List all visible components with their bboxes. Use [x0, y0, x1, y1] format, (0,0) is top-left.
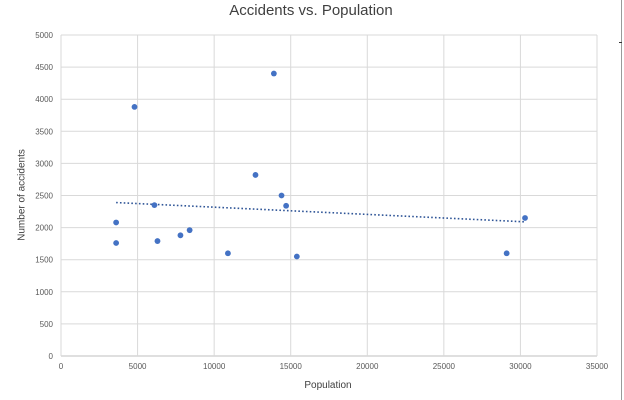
window-edge-divider: [621, 0, 622, 400]
data-point: [293, 253, 300, 260]
y-axis-label: Number of accidents: [16, 149, 28, 241]
x-tick-label: 5000: [129, 362, 147, 371]
trendline: [116, 201, 526, 223]
y-tick-label: 500: [40, 320, 54, 329]
data-point: [270, 70, 277, 77]
data-point: [278, 192, 285, 199]
data-point: [186, 227, 193, 234]
data-point: [252, 172, 259, 178]
data-point: [131, 104, 138, 110]
x-tick-label: 25000: [433, 362, 456, 371]
y-tick-label: 4000: [35, 95, 53, 104]
x-tick-label: 15000: [280, 362, 303, 371]
y-tick-label: 1000: [35, 288, 53, 297]
x-tick-label: 10000: [203, 362, 226, 371]
x-tick-label: 20000: [356, 362, 379, 371]
data-point: [113, 219, 120, 226]
window-edge-mark: [619, 42, 622, 43]
data-point: [177, 232, 184, 239]
data-point: [225, 250, 231, 257]
y-tick-label: 0: [49, 352, 54, 361]
y-tick-label: 3500: [35, 127, 53, 136]
y-tick-label: 4500: [35, 63, 53, 72]
y-axis-ticks: 0 500 1000 1500 2000 2500 3000 3500 4000 4500 5000: [35, 31, 53, 361]
y-tick-label: 2000: [35, 224, 53, 233]
y-tick-label: 3000: [35, 159, 53, 168]
trendline-group: [116, 201, 526, 223]
gridlines: [60, 34, 598, 357]
data-point: [522, 215, 528, 221]
y-tick-label: 5000: [35, 31, 53, 40]
data-point: [503, 250, 510, 257]
data-points: [113, 70, 528, 260]
x-axis-ticks: 0 5000 10000 15000 20000 25000 30000 35000: [59, 362, 609, 371]
data-point: [283, 202, 290, 209]
y-tick-label: 2500: [35, 192, 53, 201]
chart-title: Accidents vs. Population: [229, 2, 393, 19]
x-tick-label: 0: [59, 362, 64, 371]
y-tick-label: 1500: [35, 256, 53, 265]
x-tick-label: 35000: [586, 362, 609, 371]
x-axis-label: Population: [304, 380, 352, 391]
x-tick-label: 30000: [509, 362, 532, 371]
data-point: [151, 202, 158, 209]
data-point: [154, 238, 161, 244]
data-point: [113, 240, 120, 246]
